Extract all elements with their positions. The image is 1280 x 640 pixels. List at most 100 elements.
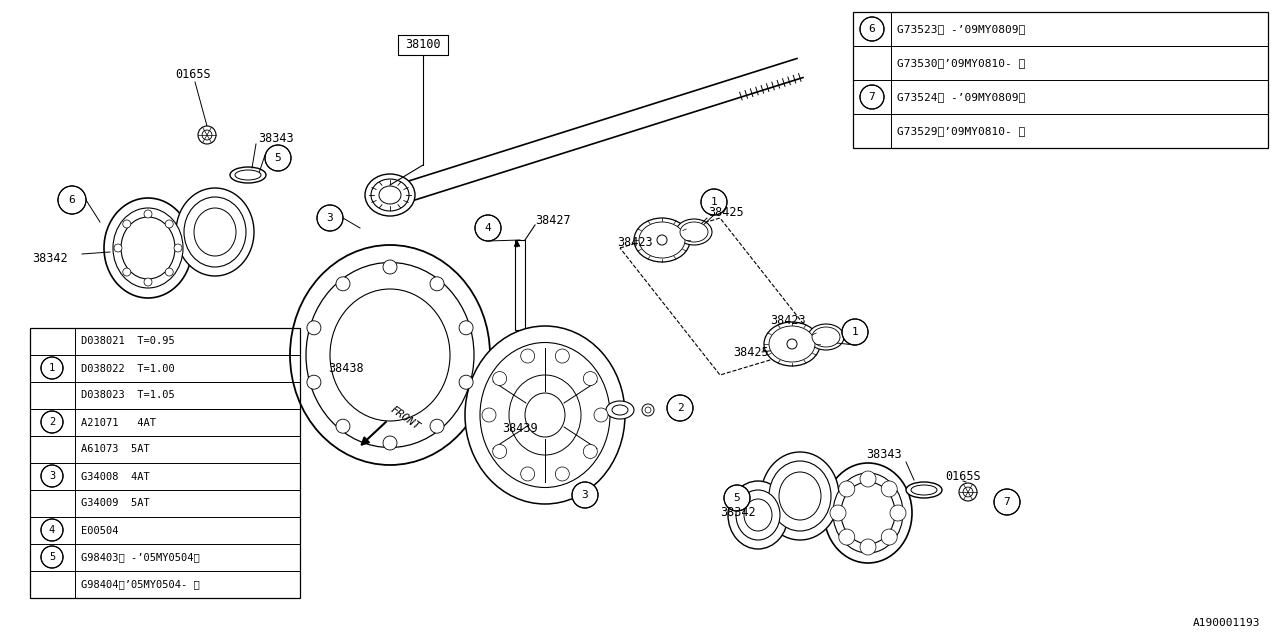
Ellipse shape [808, 324, 844, 350]
Circle shape [645, 407, 652, 413]
Ellipse shape [764, 322, 820, 366]
Ellipse shape [841, 482, 895, 544]
Ellipse shape [236, 170, 261, 180]
Circle shape [383, 436, 397, 450]
Ellipse shape [780, 472, 820, 520]
Text: 38100: 38100 [406, 38, 440, 51]
Text: 3: 3 [326, 213, 333, 223]
Circle shape [383, 260, 397, 274]
Circle shape [41, 546, 63, 568]
Circle shape [41, 519, 63, 541]
Circle shape [41, 411, 63, 433]
Circle shape [430, 419, 444, 433]
Circle shape [556, 349, 570, 363]
Text: G73523（ -’09MY0809）: G73523（ -’09MY0809） [897, 24, 1025, 34]
Ellipse shape [174, 244, 182, 252]
Text: 1: 1 [710, 197, 717, 207]
Bar [29, 328, 300, 598]
Ellipse shape [143, 210, 152, 218]
Text: 7: 7 [869, 92, 876, 102]
Circle shape [838, 529, 855, 545]
Circle shape [860, 539, 876, 555]
Text: 38423: 38423 [617, 236, 653, 248]
Ellipse shape [291, 245, 490, 465]
Circle shape [430, 277, 444, 291]
Circle shape [493, 372, 507, 385]
Text: A21071   4AT: A21071 4AT [81, 417, 156, 428]
Text: G73524（ -’09MY0809）: G73524（ -’09MY0809） [897, 92, 1025, 102]
Circle shape [584, 444, 598, 458]
Ellipse shape [195, 208, 236, 256]
Text: 38438: 38438 [328, 362, 364, 374]
Text: G73529（’09MY0810- ）: G73529（’09MY0810- ） [897, 126, 1025, 136]
Ellipse shape [379, 186, 401, 204]
Circle shape [475, 215, 500, 241]
Text: 6: 6 [869, 24, 876, 34]
Ellipse shape [676, 219, 712, 245]
Circle shape [265, 145, 291, 171]
Text: 0165S: 0165S [945, 470, 980, 483]
Circle shape [667, 395, 692, 421]
Text: 5: 5 [275, 153, 282, 163]
Circle shape [959, 483, 977, 501]
Text: 4: 4 [49, 525, 55, 535]
Text: FRONT: FRONT [388, 404, 421, 432]
Ellipse shape [762, 452, 838, 540]
Ellipse shape [639, 222, 685, 258]
Circle shape [724, 485, 750, 511]
Ellipse shape [833, 473, 902, 553]
Circle shape [335, 419, 349, 433]
Circle shape [890, 505, 906, 521]
Circle shape [41, 357, 63, 379]
Ellipse shape [165, 268, 173, 276]
Circle shape [995, 489, 1020, 515]
Bar [852, 12, 1268, 148]
Ellipse shape [824, 463, 911, 563]
Circle shape [963, 487, 973, 497]
Text: 38342: 38342 [32, 252, 68, 264]
Ellipse shape [123, 268, 131, 276]
Text: 38425: 38425 [733, 346, 768, 358]
Circle shape [317, 205, 343, 231]
Ellipse shape [736, 490, 780, 540]
Ellipse shape [122, 217, 175, 279]
Circle shape [58, 186, 86, 214]
Ellipse shape [184, 197, 246, 267]
Circle shape [701, 189, 727, 215]
Text: D038023  T=1.05: D038023 T=1.05 [81, 390, 175, 401]
Ellipse shape [612, 405, 628, 415]
Ellipse shape [634, 218, 690, 262]
Text: 38343: 38343 [867, 447, 901, 461]
Text: 0165S: 0165S [175, 68, 211, 81]
Ellipse shape [605, 401, 634, 419]
Circle shape [643, 404, 654, 416]
Ellipse shape [123, 220, 131, 228]
Circle shape [521, 467, 535, 481]
Text: 2: 2 [49, 417, 55, 427]
Text: A190001193: A190001193 [1193, 618, 1260, 628]
Text: G98403（ -’05MY0504）: G98403（ -’05MY0504） [81, 552, 200, 563]
Circle shape [41, 465, 63, 487]
Text: 3: 3 [49, 471, 55, 481]
Ellipse shape [906, 482, 942, 498]
Text: G34009  5AT: G34009 5AT [81, 499, 150, 509]
Ellipse shape [769, 326, 815, 362]
Text: 38439: 38439 [502, 422, 538, 435]
Text: E00504: E00504 [81, 525, 119, 536]
Circle shape [787, 339, 797, 349]
Ellipse shape [306, 262, 474, 447]
Ellipse shape [812, 327, 840, 347]
Circle shape [860, 17, 884, 41]
Circle shape [829, 505, 846, 521]
Circle shape [307, 321, 321, 335]
Text: 4: 4 [485, 223, 492, 233]
Text: G98404（’05MY0504- ）: G98404（’05MY0504- ） [81, 579, 200, 589]
Ellipse shape [114, 244, 122, 252]
Circle shape [860, 471, 876, 487]
Text: 5: 5 [733, 493, 740, 503]
Text: 6: 6 [69, 195, 76, 205]
Ellipse shape [911, 485, 937, 495]
Text: G34008  4AT: G34008 4AT [81, 472, 150, 481]
Circle shape [521, 349, 535, 363]
Text: 7: 7 [1004, 497, 1010, 507]
